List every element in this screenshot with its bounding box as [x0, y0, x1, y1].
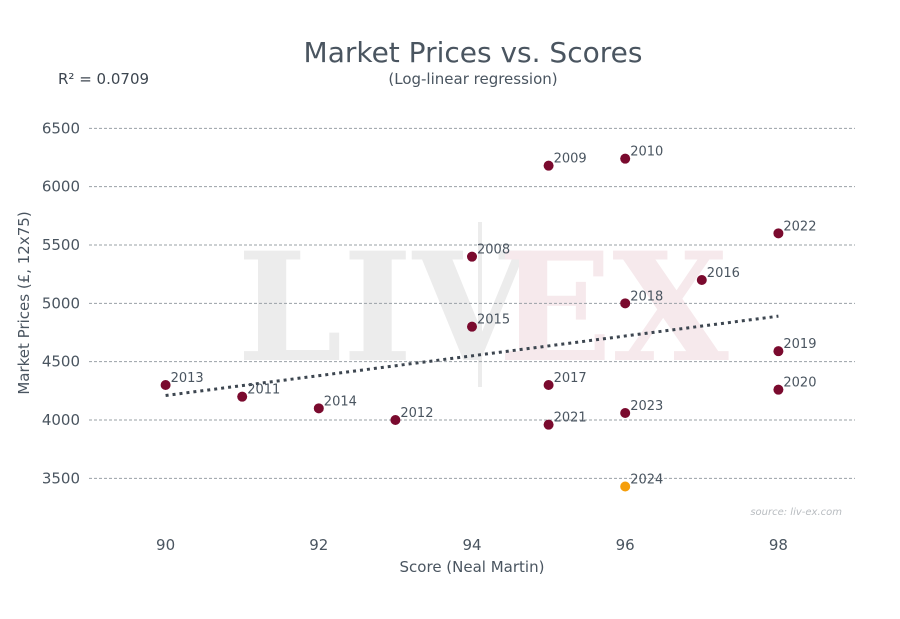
point-label-2024: 2024: [630, 473, 663, 488]
y-tick-label: 3500: [42, 469, 80, 487]
watermark-divider: [478, 222, 482, 387]
trendline-group: [165, 314, 779, 397]
y-tick-label: 6500: [42, 119, 80, 137]
point-label-2020: 2020: [783, 376, 816, 391]
x-tick-label: 96: [616, 536, 635, 554]
data-point-2009: [543, 160, 554, 171]
point-label-2022: 2022: [783, 219, 816, 234]
point-label-2019: 2019: [783, 337, 816, 352]
data-point-2008: [467, 251, 477, 262]
y-tick-label: 4000: [42, 411, 80, 429]
trendline: [165, 314, 779, 397]
data-point-2019: [773, 346, 784, 357]
data-point-2014: [313, 403, 324, 414]
x-axis-label: Score (Neal Martin): [400, 558, 545, 576]
chart-subtitle: (Log-linear regression): [388, 70, 557, 88]
data-point-2021: [543, 419, 554, 430]
y-tick-label: 6000: [42, 178, 80, 196]
data-point-2015: [467, 321, 477, 332]
y-tick-label: 5000: [42, 294, 80, 312]
data-point-2011: [237, 391, 248, 402]
point-label-2008: 2008: [477, 243, 510, 258]
data-point-2016: [696, 275, 707, 285]
x-tick-labels: 90 92 94 96 98: [156, 536, 788, 554]
y-tick-label: 4500: [42, 353, 80, 371]
point-label-2021: 2021: [554, 411, 587, 426]
points-group: [160, 153, 784, 492]
chart-title: Market Prices vs. Scores: [304, 36, 643, 69]
source-note: source: liv-ex.com: [750, 507, 842, 518]
data-point-2022: [773, 228, 784, 239]
watermark-liv: LIV: [237, 220, 532, 396]
x-tick-label: 98: [769, 536, 788, 554]
y-axis-label: Market Prices (£, 12x75): [15, 211, 33, 394]
point-label-2010: 2010: [630, 145, 663, 160]
x-tick-label: 94: [462, 536, 481, 554]
point-label-2014: 2014: [324, 394, 357, 409]
data-point-2023: [620, 408, 631, 418]
data-point-2012: [390, 415, 401, 425]
point-label-2023: 2023: [630, 399, 663, 414]
grid: [89, 127, 855, 479]
data-point-2017: [543, 380, 554, 390]
x-tick-label: 90: [156, 536, 175, 554]
point-label-2009: 2009: [554, 152, 587, 167]
watermark-ex: EX: [498, 220, 729, 396]
point-label-2012: 2012: [400, 406, 433, 421]
point-labels: 2013 2011 2014 2012 2008 2015 2009 2017 2021 2010…: [171, 145, 817, 488]
point-label-2017: 2017: [554, 371, 587, 386]
data-point-2020: [773, 384, 784, 395]
data-point-2018: [620, 298, 631, 309]
point-label-2013: 2013: [171, 371, 204, 386]
point-label-2015: 2015: [477, 313, 510, 328]
y-tick-label: 5500: [42, 236, 80, 254]
data-point-2024: [620, 481, 631, 492]
x-tick-label: 92: [309, 536, 328, 554]
y-tick-labels: 3500 4000 4500 5000 5500 6000 6500: [42, 119, 80, 487]
data-point-2010: [620, 153, 631, 164]
r-squared-annotation: R² = 0.0709: [58, 70, 149, 88]
point-label-2016: 2016: [707, 266, 740, 281]
watermark: LIV EX: [237, 220, 729, 396]
data-point-2013: [160, 380, 171, 390]
point-label-2011: 2011: [247, 383, 280, 398]
point-label-2018: 2018: [630, 289, 663, 304]
